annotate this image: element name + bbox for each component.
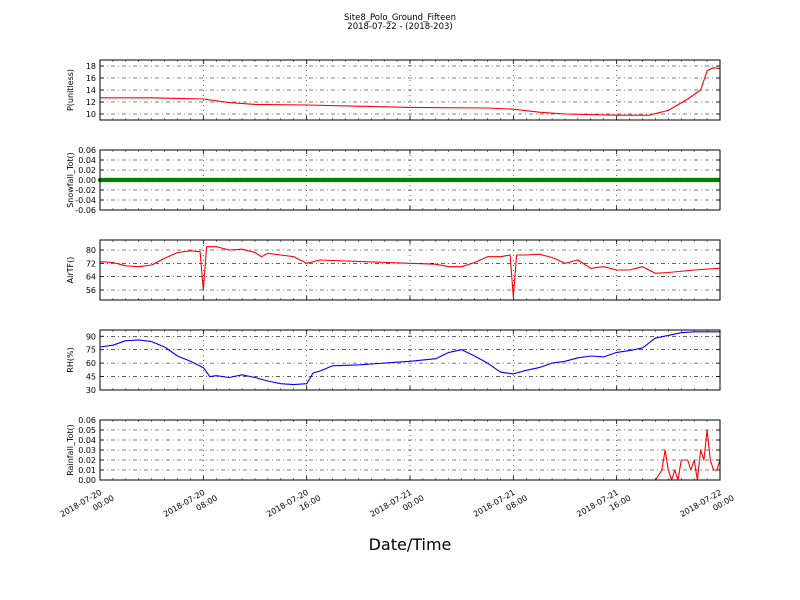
axes-frame [99,419,721,481]
y-tick-label: 0.00 [78,176,96,185]
y-tick-label: 0.03 [78,446,96,455]
y-tick-label: 12 [86,98,96,107]
panel-4: 30 45 60 75 90 RH(%) [66,329,721,395]
x-axis-label: Date/Time [369,535,452,554]
y-tick-label: 80 [86,246,96,255]
y-tick-label: 72 [86,259,96,268]
axes-frame [99,329,721,391]
y-tick-label: 0.06 [78,416,96,425]
figure-subtitle: 2018-07-22 - (2018-203) [347,22,452,32]
y-tick-label: 0.05 [78,426,96,435]
y-tick-label: 75 [86,346,96,355]
y-tick-label: -0.02 [75,186,96,195]
axes-frame [99,149,721,211]
y-tick-label: 0.00 [78,476,96,485]
data-point [716,177,721,183]
panel-5: 0.000.010.020.030.040.050.06Rainfall_Tot… [66,416,721,485]
axes-frame [99,239,721,301]
panel-1: 10 12 14 16 18 P(unitless) [66,59,721,121]
y-tick-label: 64 [86,273,96,282]
y-tick-label: 56 [86,286,96,295]
y-tick-label: 10 [86,110,96,119]
panel-3: 56 64 72 80 AirTF() [66,239,721,301]
y-axis-label: Rainfall_Tot() [66,424,75,476]
y-axis-label: P(unitless) [66,69,75,111]
y-tick-label: 0.02 [78,166,96,175]
axes-frame [99,59,721,121]
y-tick-label: 45 [86,373,96,382]
y-axis-label: RH(%) [66,347,75,372]
panel-2: -0.06-0.04-0.020.000.020.040.06Snowfall_… [66,146,721,215]
y-tick-label: 30 [86,386,96,395]
series-line [100,67,721,116]
y-axis-label: Snowfall_Tot() [66,152,75,208]
y-tick-label: 16 [86,74,96,83]
panels-group: 1012141618P(unitless)-0.06-0.04-0.020.00… [66,59,721,485]
series-line [99,246,721,298]
y-tick-label: 60 [86,359,96,368]
y-tick-label: -0.06 [75,206,96,215]
y-tick-label: 0.01 [78,466,96,475]
series-line [100,429,721,481]
y-tick-label: 0.06 [78,146,96,155]
y-tick-label: -0.04 [75,196,96,205]
y-tick-label: 0.04 [78,156,96,165]
y-tick-label: 18 [86,62,96,71]
y-tick-label: 0.02 [78,456,96,465]
y-tick-label: 14 [86,86,96,95]
y-axis-label: AirTF() [66,257,75,284]
series-line [99,331,720,386]
y-tick-label: 90 [86,332,96,341]
figure-title: Site8_Polo_Ground_Fifteen [344,13,456,23]
y-tick-label: 0.04 [78,436,96,445]
